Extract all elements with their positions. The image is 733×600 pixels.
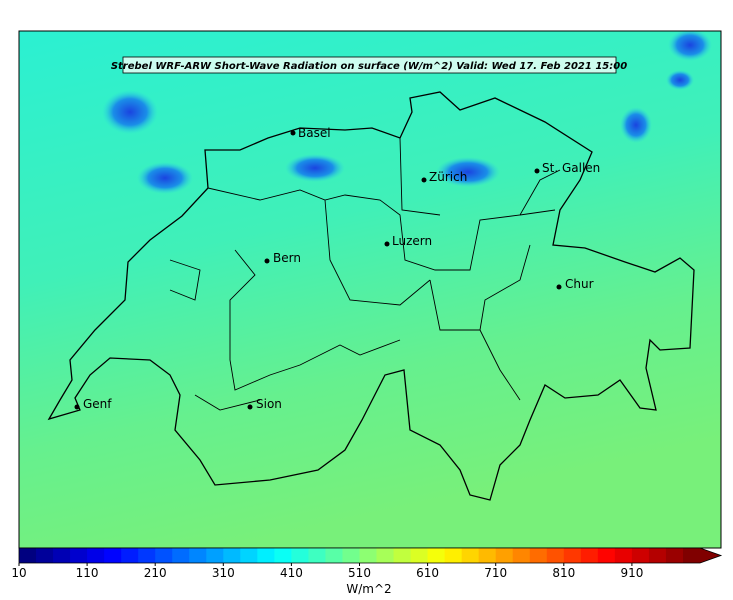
low-radiation-area — [620, 107, 652, 143]
map-title: Strebel WRF-ARW Short-Wave Radiation on … — [111, 61, 627, 72]
colorbar-segment — [138, 548, 156, 563]
colorbar-segment — [189, 548, 207, 563]
colorbar-tick-label: 10 — [11, 566, 26, 580]
low-radiation-area — [666, 70, 694, 90]
colorbar-segment — [223, 548, 241, 563]
colorbar-segment — [70, 548, 88, 563]
colorbar-tick-label: 810 — [552, 566, 575, 580]
title-box — [122, 56, 617, 74]
colorbar-segment — [274, 548, 292, 563]
colorbar-tick-label: 910 — [620, 566, 643, 580]
colorbar-segment — [427, 548, 446, 563]
low-radiation-area — [102, 90, 158, 134]
colorbar-segment — [121, 548, 139, 563]
colorbar-segment — [342, 548, 360, 563]
colorbar-segment — [478, 548, 497, 563]
canton-border — [169, 137, 561, 411]
city-label: Genf — [83, 397, 112, 411]
colorbar-segment — [393, 548, 412, 563]
city-label: Basel — [298, 126, 331, 140]
colorbar-label: W/m^2 — [346, 582, 391, 596]
colorbar-tick-label: 410 — [280, 566, 303, 580]
city-dot — [74, 404, 80, 410]
colorbar-segment — [53, 548, 71, 563]
colorbar: 10 110 210 310 410 510 610 710 810 910 — [11, 547, 723, 580]
city-label: Sion — [256, 397, 282, 411]
colorbar-segment — [257, 548, 275, 563]
colorbar-segment — [546, 548, 565, 563]
colorbar-tick-label: 210 — [144, 566, 167, 580]
city-dot — [421, 177, 427, 183]
city-dot — [247, 404, 253, 410]
colorbar-segment — [444, 548, 463, 563]
colorbar-outline — [18, 547, 723, 564]
city-dot — [290, 130, 296, 136]
colorbar-segment — [155, 548, 173, 563]
low-radiation-area — [668, 31, 712, 61]
colorbar-segment — [291, 548, 309, 563]
city-label: Zürich — [429, 170, 467, 184]
city-dot — [384, 241, 390, 247]
colorbar-segment — [19, 548, 37, 563]
colorbar-segment — [359, 548, 378, 563]
cities: Basel Zürich St. Gallen Luzern Bern Chur… — [74, 126, 600, 411]
colorbar-tick-label: 310 — [212, 566, 235, 580]
low-radiation-area — [137, 162, 193, 194]
city-label: St. Gallen — [542, 161, 600, 175]
colorbar-segment — [682, 548, 701, 563]
field — [19, 31, 721, 548]
colorbar-tick-label: 710 — [484, 566, 507, 580]
colorbar-segment — [614, 548, 633, 563]
colorbar-tick-label: 510 — [348, 566, 371, 580]
colorbar-segment — [648, 548, 667, 563]
city-dot — [264, 258, 270, 264]
colorbar-segment — [240, 548, 258, 563]
colorbar-segment — [597, 548, 616, 563]
colorbar-segment — [631, 548, 650, 563]
city-label: Luzern — [392, 234, 432, 248]
colorbar-segment — [665, 548, 684, 563]
colorbar-segment — [104, 548, 122, 563]
low-radiation-area — [436, 157, 500, 187]
colorbar-segment — [308, 548, 326, 563]
colorbar-segment — [172, 548, 190, 563]
colorbar-segment — [410, 548, 429, 563]
colorbar-segment — [206, 548, 224, 563]
colorbar-segment — [529, 548, 548, 563]
colorbar-segment — [461, 548, 480, 563]
city-dot — [534, 168, 540, 174]
colorbar-segment — [376, 548, 395, 563]
colorbar-tick-label: 110 — [76, 566, 99, 580]
low-radiation-area — [285, 154, 345, 182]
colorbar-segment — [512, 548, 531, 563]
colorbar-segment — [87, 548, 105, 563]
colorbar-segment — [580, 548, 599, 563]
colorbar-extend — [700, 548, 721, 563]
colorbar-segment — [325, 548, 343, 563]
colorbar-segment — [495, 548, 514, 563]
city-label: Bern — [273, 251, 301, 265]
colorbar-segment — [563, 548, 582, 563]
colorbar-tick-label: 610 — [416, 566, 439, 580]
city-dot — [556, 284, 562, 290]
country-border — [47, 91, 695, 501]
colorbar-segment — [36, 548, 54, 563]
city-label: Chur — [565, 277, 594, 291]
